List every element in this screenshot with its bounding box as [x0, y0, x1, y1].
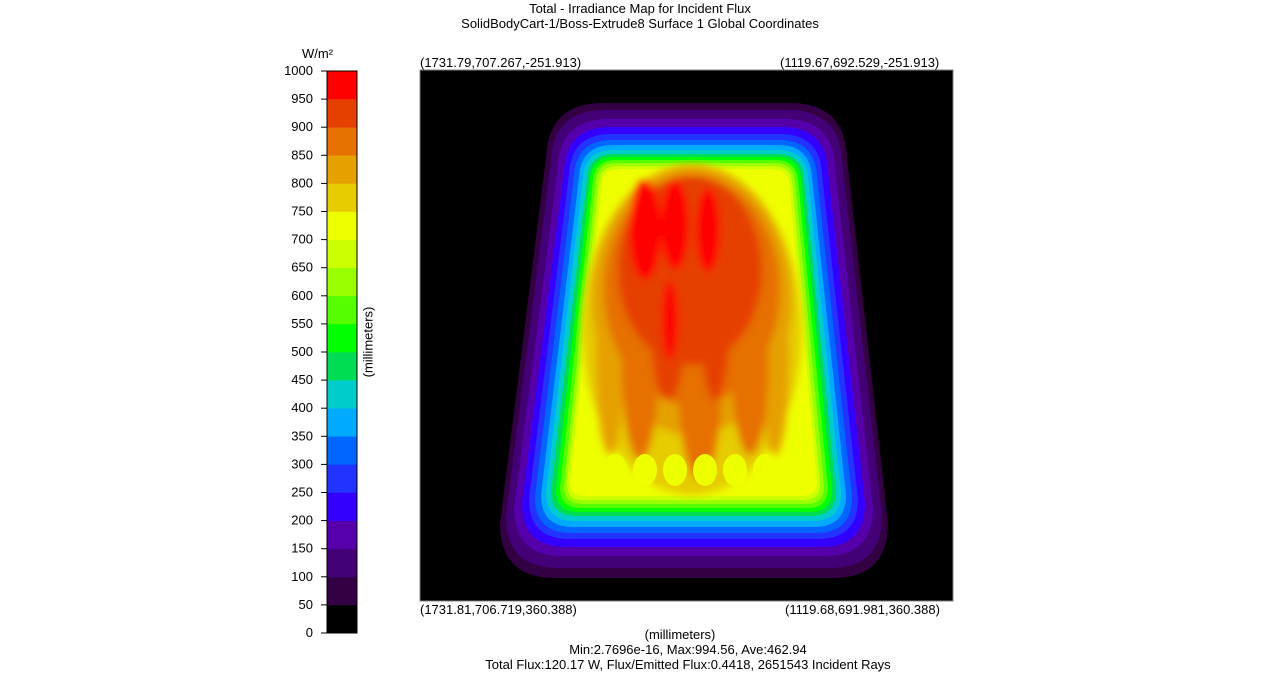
- colorbar-segment: [327, 352, 357, 381]
- colorbar-tick-label: 350: [291, 428, 313, 443]
- corner-top-left: (1731.79,707.267,-251.913): [420, 55, 582, 70]
- stats-min-max-ave: Min:2.7696e-16, Max:994.56, Ave:462.94: [569, 642, 807, 657]
- colorbar-tick-label: 850: [291, 147, 313, 162]
- colorbar-segment: [327, 464, 357, 493]
- colorbar-segment: [327, 408, 357, 437]
- colorbar-tick-label: 500: [291, 344, 313, 359]
- colorbar-segment: [327, 183, 357, 212]
- colorbar-tick-label: 50: [299, 597, 313, 612]
- colorbar-tick-label: 700: [291, 232, 313, 247]
- hotspot-region: [629, 180, 661, 280]
- hotspot-region: [661, 180, 689, 270]
- stats-total-flux: Total Flux:120.17 W, Flux/Emitted Flux:0…: [485, 657, 891, 672]
- colorbar-segment: [327, 239, 357, 268]
- colorbar-segment: [327, 211, 357, 240]
- colorbar-tick-label: 200: [291, 513, 313, 528]
- colorbar-tick-label: 800: [291, 175, 313, 190]
- plot-border: [419, 69, 954, 602]
- colorbar-unit-label: W/m²: [302, 46, 334, 61]
- colorbar-tick-label: 400: [291, 400, 313, 415]
- colorbar-segment: [327, 436, 357, 465]
- corner-bottom-left: (1731.81,706.719,360.388): [420, 602, 577, 617]
- colorbar-tick-label: 950: [291, 91, 313, 106]
- colorbar-segment: [327, 267, 357, 297]
- colorbar-segment: [327, 295, 357, 325]
- ripple-lobe: [693, 454, 717, 486]
- colorbar-segment: [327, 71, 357, 100]
- colorbar-tick-label: 0: [306, 625, 313, 640]
- colorbar-tick-label: 1000: [284, 63, 313, 78]
- colorbar-segment: [327, 492, 357, 521]
- hotspot-region: [701, 260, 729, 400]
- colorbar-segment: [327, 323, 357, 353]
- irradiance-map: [419, 69, 954, 602]
- colorbar-segment: [327, 380, 357, 409]
- chart-subtitle: SolidBodyCart-1/Boss-Extrude8 Surface 1 …: [461, 16, 819, 31]
- colorbar-segment: [327, 520, 357, 549]
- colorbar-segment: [327, 604, 357, 634]
- colorbar-segment: [327, 127, 357, 156]
- colorbar-tick-label: 650: [291, 260, 313, 275]
- colorbar: 0 50 100 150 200 250 300 350 400 450 500 550 600 650 7…: [284, 63, 358, 640]
- ripple-lobe: [573, 454, 597, 486]
- colorbar-tick-label: 600: [291, 288, 313, 303]
- colorbar-segment: [327, 99, 357, 128]
- colorbar-tick-label: 450: [291, 372, 313, 387]
- ripple-lobe: [633, 454, 657, 486]
- colorbar-tick-label: 100: [291, 569, 313, 584]
- colorbar-tick-label: 250: [291, 485, 313, 500]
- hotspot-region: [662, 280, 678, 360]
- hotspot-region: [696, 188, 720, 272]
- colorbar-tick-label: 900: [291, 119, 313, 134]
- ripple-lobe: [663, 454, 687, 486]
- ripple-lobe: [753, 454, 777, 486]
- chart-title: Total - Irradiance Map for Incident Flux: [529, 1, 751, 16]
- colorbar-segment: [327, 548, 357, 578]
- x-axis-label: (millimeters): [644, 627, 716, 642]
- colorbar-segment: [327, 155, 357, 184]
- colorbar-segment: [327, 576, 357, 606]
- corner-bottom-right: (1119.68,691.981,360.388): [785, 602, 940, 617]
- ripple-lobe: [723, 454, 747, 486]
- colorbar-tick-label: 550: [291, 316, 313, 331]
- colorbar-tick-label: 150: [291, 541, 313, 556]
- colorbar-tick-label: 750: [291, 204, 313, 219]
- ripple-lobe: [603, 454, 627, 486]
- corner-top-right: (1119.67,692.529,-251.913): [780, 55, 940, 70]
- ripple-lobe: [783, 454, 807, 486]
- colorbar-tick-label: 300: [291, 456, 313, 471]
